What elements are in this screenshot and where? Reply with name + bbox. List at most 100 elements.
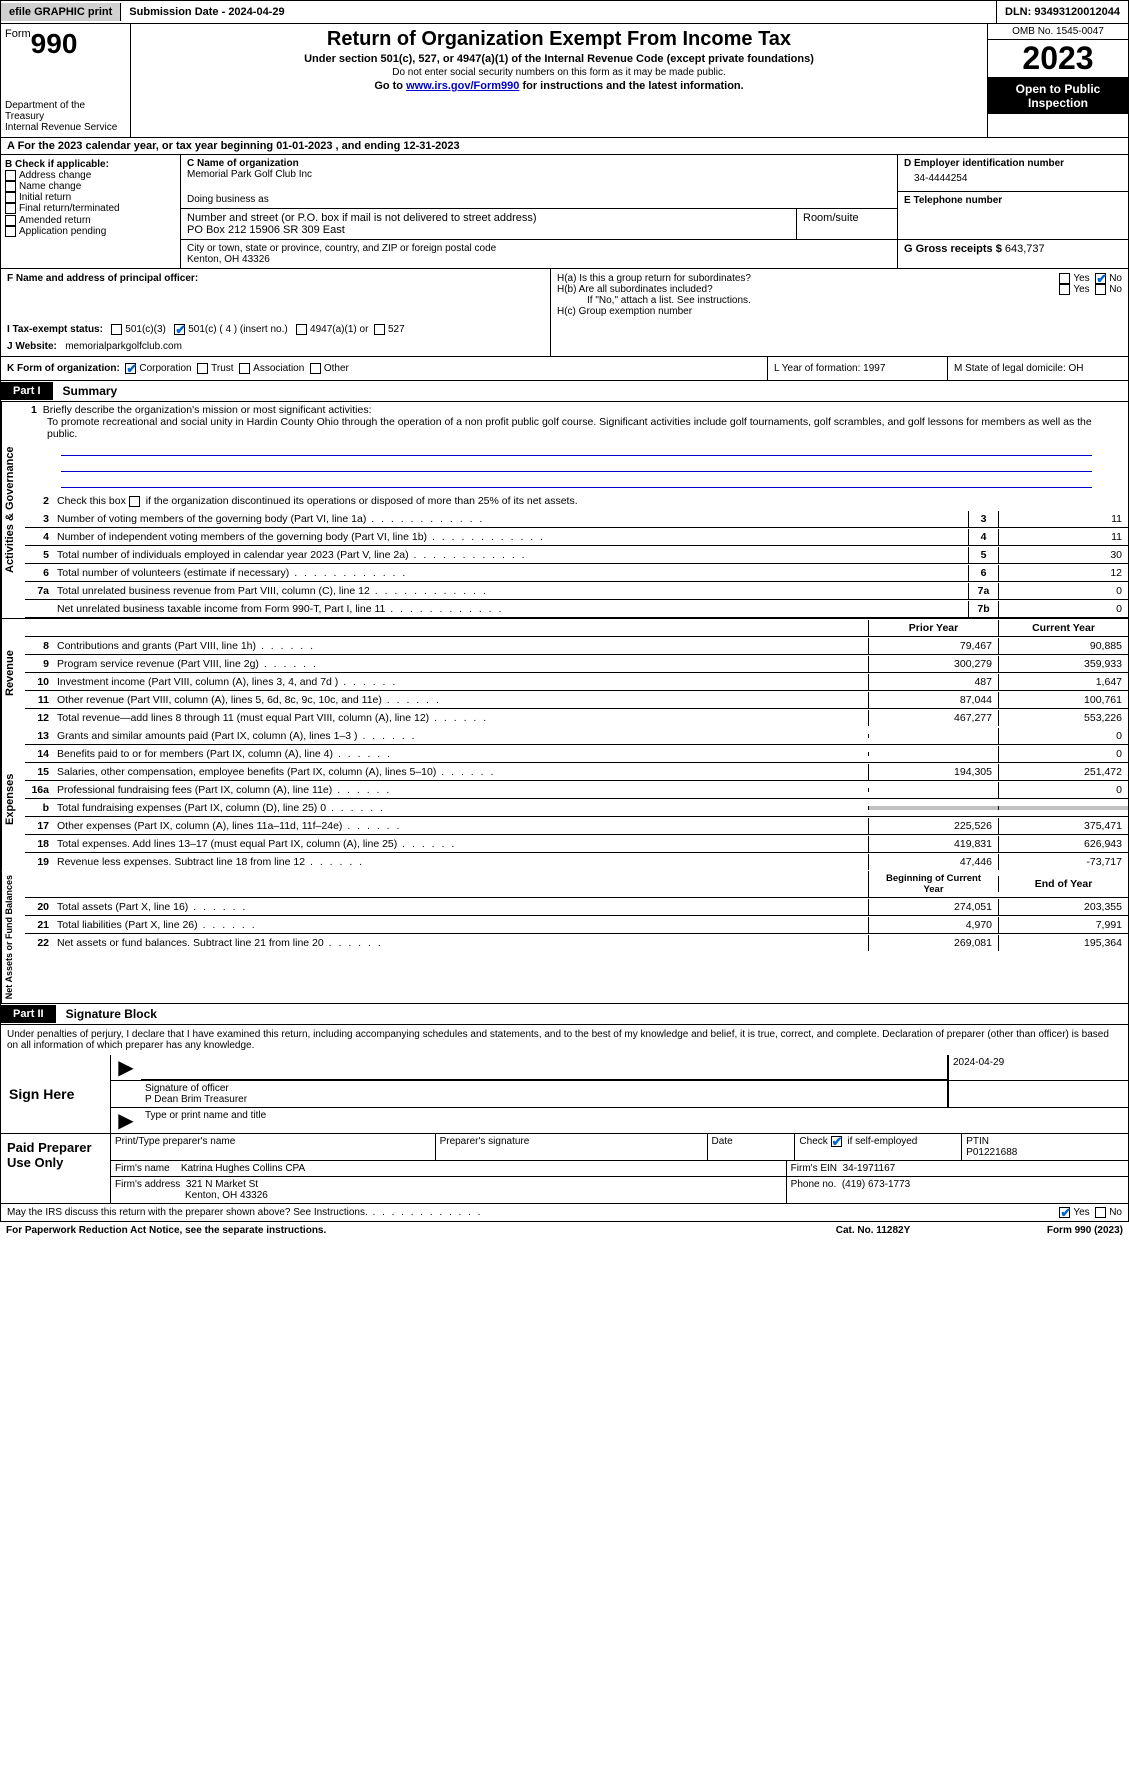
hb-opts: Yes No <box>1012 284 1122 295</box>
no-label-2: No <box>1109 284 1122 295</box>
sig-row-1: ▶ 2024-04-29 <box>111 1055 1128 1081</box>
dln: DLN: 93493120012044 <box>997 3 1128 21</box>
cb-527[interactable] <box>374 324 385 335</box>
cb-discontinued[interactable] <box>129 496 140 507</box>
opt-501c3: 501(c)(3) <box>125 324 166 335</box>
cb-applicable[interactable] <box>5 192 16 203</box>
cb-applicable[interactable] <box>5 170 16 181</box>
ha-yes[interactable] <box>1059 273 1070 284</box>
topbar: efile GRAPHIC print Submission Date - 20… <box>0 0 1129 24</box>
cb-applicable[interactable] <box>5 203 16 214</box>
discuss-no[interactable] <box>1095 1207 1106 1218</box>
line-num: 8 <box>25 638 53 654</box>
cb-self-employed[interactable] <box>831 1136 842 1147</box>
efile-button[interactable]: efile GRAPHIC print <box>1 3 121 21</box>
room-label: Room/suite <box>797 209 897 239</box>
line-text: Number of voting members of the governin… <box>53 511 968 527</box>
row-i: I Tax-exempt status: 501(c)(3) 501(c) ( … <box>7 324 544 335</box>
prep-date-h: Date <box>708 1134 796 1160</box>
m-cell: M State of legal domicile: OH <box>948 357 1128 380</box>
ein-cell: D Employer identification number 34-4444… <box>898 155 1128 192</box>
hb-yes[interactable] <box>1059 284 1070 295</box>
paid-preparer-block: Paid Preparer Use Only Print/Type prepar… <box>0 1134 1129 1204</box>
arrow-icon: ▶ <box>111 1055 141 1080</box>
opt-assoc: Association <box>253 363 304 374</box>
ptin-cell: PTIN P01221688 <box>962 1134 1128 1160</box>
line-2: 2 Check this box if the organization dis… <box>25 492 1128 510</box>
org-name: Memorial Park Golf Club Inc <box>187 169 891 180</box>
gov-line: Net unrelated business taxable income fr… <box>25 600 1128 618</box>
line-prior <box>868 734 998 738</box>
cb-corp[interactable] <box>125 363 136 374</box>
line-val: 0 <box>998 583 1128 599</box>
line-num: 14 <box>25 746 53 762</box>
submission-date: Submission Date - 2024-04-29 <box>121 3 292 21</box>
spacer <box>25 882 53 886</box>
line-val: 30 <box>998 547 1128 563</box>
colb-item: Amended return <box>5 215 176 226</box>
form-foot: Form 990 (2023) <box>973 1225 1123 1236</box>
line-num <box>25 607 53 611</box>
firm-ein-cell: Firm's EIN 34-1971167 <box>787 1161 1128 1176</box>
line-prior: 194,305 <box>868 764 998 780</box>
data-line: 8Contributions and grants (Part VIII, li… <box>25 637 1128 655</box>
cb-applicable[interactable] <box>5 181 16 192</box>
firm-label: Firm's name <box>115 1163 170 1174</box>
line-prior: 225,526 <box>868 818 998 834</box>
dept-irs: Internal Revenue Service <box>5 122 126 133</box>
line-num: 16a <box>25 782 53 798</box>
cb-other[interactable] <box>310 363 321 374</box>
line-prior: 274,051 <box>868 899 998 915</box>
line-curr: 553,226 <box>998 710 1128 726</box>
no-label-3: No <box>1109 1207 1122 1218</box>
line-prior <box>868 806 998 810</box>
data-line: 18Total expenses. Add lines 13–17 (must … <box>25 835 1128 853</box>
cb-501c3[interactable] <box>111 324 122 335</box>
line-text: Benefits paid to or for members (Part IX… <box>53 746 868 762</box>
irs-link[interactable]: www.irs.gov/Form990 <box>406 80 519 92</box>
paid-row-2: Firm's name Katrina Hughes Collins CPA F… <box>111 1161 1128 1177</box>
form-header: Form990 Department of the Treasury Inter… <box>0 24 1129 138</box>
cb-applicable[interactable] <box>5 226 16 237</box>
gov-line: 3Number of voting members of the governi… <box>25 510 1128 528</box>
line-text: Total liabilities (Part X, line 26) <box>53 917 868 933</box>
paid-row-1: Print/Type preparer's name Preparer's si… <box>111 1134 1128 1161</box>
line-num: 10 <box>25 674 53 690</box>
hb-no[interactable] <box>1095 284 1106 295</box>
line-text: Total assets (Part X, line 16) <box>53 899 868 915</box>
paid-preparer-label: Paid Preparer Use Only <box>1 1134 111 1203</box>
city-label: City or town, state or province, country… <box>187 243 891 254</box>
vtab-rev: Revenue <box>1 619 25 727</box>
line-box: 7b <box>968 601 998 617</box>
line-text: Number of independent voting members of … <box>53 529 968 545</box>
cb-4947[interactable] <box>296 324 307 335</box>
addr-label: Firm's address <box>115 1179 180 1190</box>
cb-501c[interactable] <box>174 324 185 335</box>
topbar-spacer <box>293 1 997 23</box>
line-val: 11 <box>998 511 1128 527</box>
sign-here-label: Sign Here <box>1 1055 111 1133</box>
col-b: B Check if applicable: Address changeNam… <box>1 155 181 268</box>
cb-trust[interactable] <box>197 363 208 374</box>
opt-527: 527 <box>388 324 405 335</box>
discuss-yes[interactable] <box>1059 1207 1070 1218</box>
street-label: Number and street (or P.O. box if mail i… <box>187 212 790 224</box>
line-text: Professional fundraising fees (Part IX, … <box>53 782 868 798</box>
perjury-text: Under penalties of perjury, I declare th… <box>0 1025 1129 1055</box>
line-num: 3 <box>25 511 53 527</box>
gross-cell: G Gross receipts $ 643,737 <box>898 240 1128 258</box>
form-title: Return of Organization Exempt From Incom… <box>135 28 983 51</box>
cb-applicable[interactable] <box>5 215 16 226</box>
line-prior: 47,446 <box>868 854 998 870</box>
ha-no[interactable] <box>1095 273 1106 284</box>
line-num: b <box>25 800 53 816</box>
no-label: No <box>1109 273 1122 284</box>
line-val: 0 <box>998 601 1128 617</box>
line-prior: 79,467 <box>868 638 998 654</box>
cb-assoc[interactable] <box>239 363 250 374</box>
ein-value: 34-4444254 <box>904 169 1122 188</box>
line-curr: 626,943 <box>998 836 1128 852</box>
line-box: 3 <box>968 511 998 527</box>
line-num: 4 <box>25 529 53 545</box>
check-word: Check <box>799 1137 827 1148</box>
